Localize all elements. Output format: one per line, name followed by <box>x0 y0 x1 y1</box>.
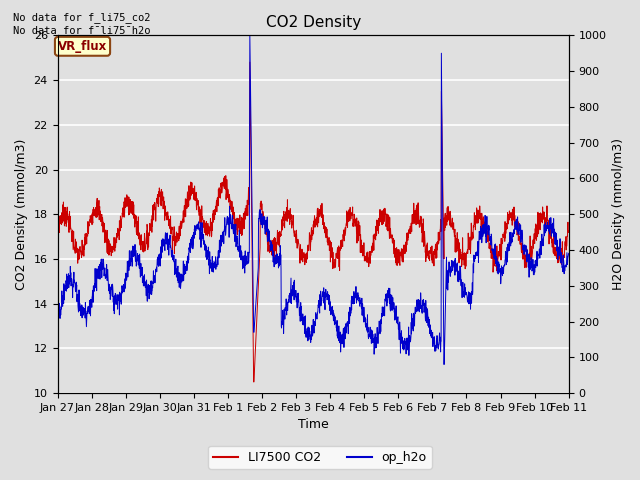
Text: No data for f_li75_co2: No data for f_li75_co2 <box>13 12 150 23</box>
Y-axis label: H2O Density (mmol/m3): H2O Density (mmol/m3) <box>612 138 625 290</box>
Title: CO2 Density: CO2 Density <box>266 15 361 30</box>
X-axis label: Time: Time <box>298 419 328 432</box>
Legend: LI7500 CO2, op_h2o: LI7500 CO2, op_h2o <box>209 446 431 469</box>
Text: No data for f¯li75¯h2o: No data for f¯li75¯h2o <box>13 26 150 36</box>
Y-axis label: CO2 Density (mmol/m3): CO2 Density (mmol/m3) <box>15 139 28 290</box>
Text: VR_flux: VR_flux <box>58 40 107 53</box>
